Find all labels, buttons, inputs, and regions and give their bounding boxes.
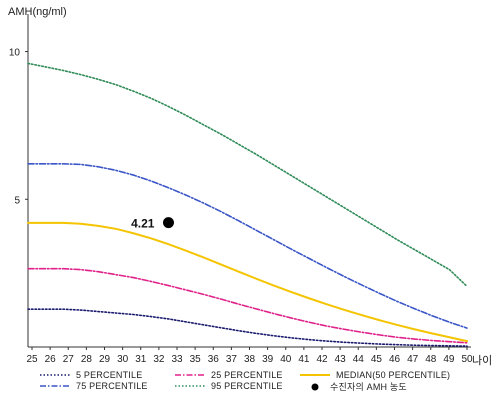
- patient-value-label: 4.21: [131, 217, 155, 231]
- x-tick-label: 50: [461, 354, 473, 365]
- x-tick-label: 25: [26, 354, 38, 365]
- x-tick-label: 38: [244, 354, 256, 365]
- x-tick-label: 45: [371, 354, 383, 365]
- x-tick-label: 48: [425, 354, 437, 365]
- legend-label: MEDIAN(50 PERCENTILE): [336, 370, 450, 380]
- axes: [27, 14, 471, 348]
- x-tick-label: 29: [99, 354, 111, 365]
- patient-marker: 4.21: [131, 217, 174, 231]
- series-lines: [27, 62, 468, 347]
- legend: 5 PERCENTILE 25 PERCENTILE MEDIAN(50 PERCE…: [40, 370, 450, 392]
- x-tick-label: 41: [298, 354, 310, 365]
- tick-labels: 25 26 27 28 29 30 31 32 33 35 36 37 38 39 40 41 42 43 44 45…: [9, 48, 473, 365]
- x-tick-label: 49: [443, 354, 455, 365]
- x-tick-label: 33: [171, 354, 183, 365]
- legend-marker-dot: [311, 383, 319, 391]
- series-line-3: [27, 163, 468, 329]
- x-tick-label: 39: [262, 354, 274, 365]
- legend-label: 75 PERCENTILE: [76, 381, 148, 391]
- y-tick-label: 10: [9, 48, 21, 59]
- legend-label: 95 PERCENTILE: [211, 381, 283, 391]
- x-tick-label: 42: [316, 354, 328, 365]
- x-tick-label: 46: [389, 354, 401, 365]
- x-tick-label: 40: [280, 354, 292, 365]
- series-line-1: [27, 267, 468, 344]
- x-tick-label: 47: [407, 354, 419, 365]
- x-tick-label: 27: [63, 354, 75, 365]
- legend-label: 5 PERCENTILE: [76, 370, 142, 380]
- x-tick-label: 28: [81, 354, 93, 365]
- series-line-4: [27, 62, 468, 288]
- x-tick-label: 37: [226, 354, 238, 365]
- x-tick-label: 31: [135, 354, 147, 365]
- x-tick-label: 43: [335, 354, 347, 365]
- y-tick-label: 5: [14, 195, 20, 206]
- x-axis-label: 나이: [472, 354, 492, 367]
- x-tick-label: 32: [153, 354, 165, 365]
- x-tick-label: 44: [353, 354, 365, 365]
- legend-label: 25 PERCENTILE: [211, 370, 283, 380]
- x-tick-label: 36: [208, 354, 220, 365]
- x-tick-label: 35: [190, 354, 202, 365]
- series-line-2: [27, 221, 468, 343]
- patient-point: [162, 217, 174, 229]
- x-tick-label: 30: [117, 354, 129, 365]
- series-line-0: [27, 308, 468, 347]
- legend-label: 수진자의 AMH 농도: [330, 382, 407, 392]
- x-tick-label: 26: [45, 354, 57, 365]
- y-axis-label: AMH(ng/ml): [8, 6, 67, 18]
